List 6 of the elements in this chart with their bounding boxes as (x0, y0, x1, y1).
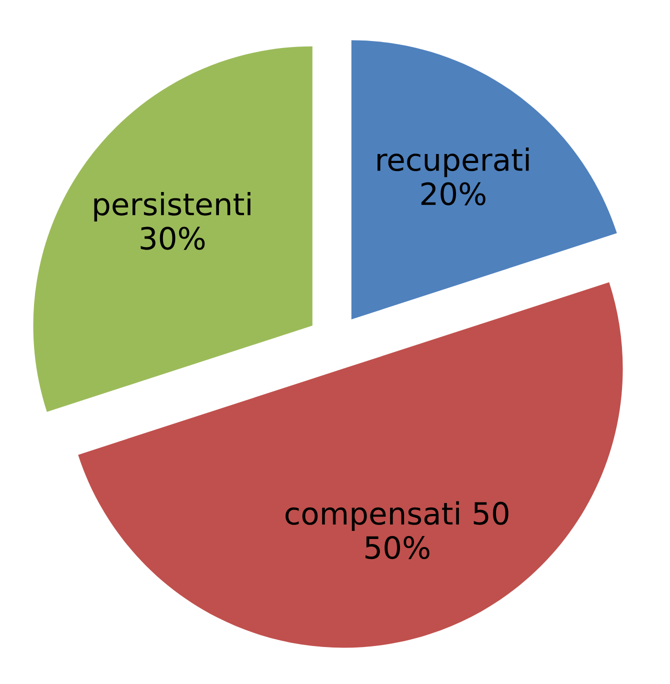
slice-label: compensati 50 (286, 501, 508, 531)
data-label: 50% (366, 536, 430, 560)
data-label: 30% (140, 226, 205, 250)
slice-label: recuperati (378, 147, 529, 178)
data-label: 20% (421, 182, 486, 206)
slice-label: persistenti (94, 192, 250, 222)
